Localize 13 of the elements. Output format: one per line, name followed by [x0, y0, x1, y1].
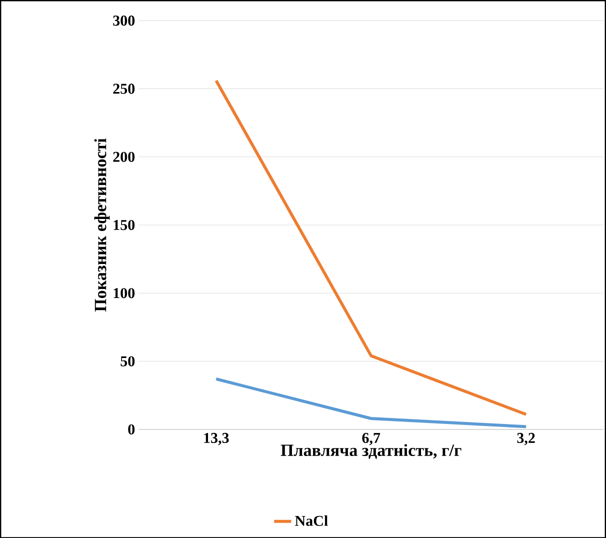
y-tick-label: 250 — [113, 84, 135, 94]
y-tick-label: 300 — [113, 15, 135, 26]
y-tick-label: 100 — [114, 288, 135, 298]
y-tick-label: 0 — [128, 424, 135, 434]
y-tick-label: 150 — [114, 220, 135, 230]
y-tick-label: 200 — [113, 152, 135, 162]
x-tick-label: 6,7 — [362, 432, 380, 446]
legend-label: NaCl — [295, 515, 328, 526]
x-tick-label: 13,3 — [204, 432, 229, 446]
y-axis-title: Показник ефетивності — [94, 138, 110, 312]
x-axis-title: Плавляча здатність, г/г — [280, 444, 462, 459]
x-tick-label: 3,2 — [517, 432, 535, 446]
y-tick-label: 50 — [120, 356, 135, 366]
